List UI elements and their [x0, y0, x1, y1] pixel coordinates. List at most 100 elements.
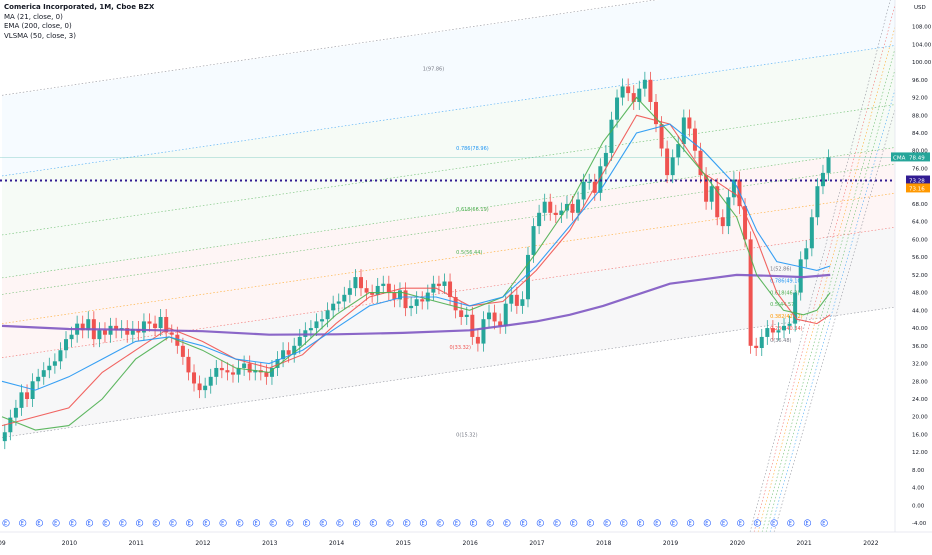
y-tick-label: 84.00 [912, 131, 928, 137]
fib-right-label-5: 0.236(40.34) [770, 326, 803, 332]
candle-body [64, 339, 69, 351]
candle-body [726, 197, 731, 227]
fan-line-4 [765, 0, 915, 533]
dividend-marker-letter: E [21, 521, 24, 527]
dividend-marker [536, 519, 544, 527]
dividend-marker-letter: E [438, 521, 441, 527]
dividend-marker [687, 519, 695, 527]
candle-body [375, 285, 380, 295]
candle-body [130, 328, 135, 335]
dividend-marker-letter: E [87, 521, 90, 527]
candle-body [436, 283, 441, 286]
fan-line-5 [769, 0, 921, 533]
candle-body [609, 119, 614, 153]
dividend-marker-letter: E [588, 521, 591, 527]
dividend-marker-letter: E [37, 521, 40, 527]
dividend-marker-letter: E [305, 521, 308, 527]
fib-channel-line-4 [1, 146, 898, 279]
fib-channel-line-5 [1, 103, 898, 236]
x-tick-label: 2012 [195, 540, 210, 547]
x-tick-label: 2019 [663, 540, 678, 547]
fib-channel-line-3 [1, 163, 898, 295]
dividend-marker [52, 519, 60, 527]
candle-body [498, 321, 503, 326]
candle-body [325, 310, 330, 320]
dividend-marker-letter: E [54, 521, 57, 527]
indicator-line-3 [1, 123, 831, 391]
candle-body [403, 290, 408, 309]
candle-body [208, 376, 213, 386]
y-tick-label: 104.00 [912, 42, 932, 48]
dividend-marker [720, 519, 728, 527]
candle-body [331, 303, 336, 311]
candle-body [815, 186, 820, 218]
y-tick-label: 64.00 [912, 220, 928, 226]
dividend-marker-letter: E [722, 521, 725, 527]
dividend-marker [603, 519, 611, 527]
candle-body [481, 319, 486, 344]
y-tick-label: 80.00 [912, 149, 928, 155]
candle-body [41, 370, 46, 377]
candle-body [492, 312, 497, 322]
candle-body [615, 97, 620, 120]
candle-body [86, 319, 91, 331]
dividend-marker [69, 519, 77, 527]
dividend-marker-letter: E [121, 521, 124, 527]
dividend-marker-letter: E [622, 521, 625, 527]
candle-body [787, 323, 792, 326]
dividend-marker [620, 519, 628, 527]
candle-body [804, 248, 809, 260]
y-tick-label: 40.00 [912, 326, 928, 332]
fan-line-2 [757, 0, 903, 533]
y-tick-label: 36.00 [912, 344, 928, 350]
candle-body [281, 350, 286, 360]
y-tick-label: 68.00 [912, 202, 928, 208]
candle-body [720, 217, 725, 227]
dividend-marker [453, 519, 461, 527]
candle-body [80, 323, 85, 331]
dividend-marker-letter: E [4, 521, 7, 527]
y-tick-label: 24.00 [912, 397, 928, 403]
candle-body [19, 392, 24, 408]
candle-body [242, 363, 247, 368]
dividend-marker-letter: E [271, 521, 274, 527]
candle-body [642, 79, 647, 89]
candle-body [659, 124, 664, 149]
dividend-marker-letter: E [772, 521, 775, 527]
candle-body [219, 367, 224, 371]
candle-body [186, 356, 191, 373]
dividend-marker [152, 519, 160, 527]
dividend-marker [353, 519, 361, 527]
candle-body [464, 314, 469, 317]
candle-body [698, 150, 703, 176]
candle-body [13, 407, 18, 418]
dividend-marker-letter: E [522, 521, 525, 527]
dividend-marker [369, 519, 377, 527]
fib-label-1: 0.786(78.96) [456, 146, 489, 152]
dividend-marker-letter: E [505, 521, 508, 527]
candle-body [308, 328, 313, 331]
dividend-marker-letter: E [672, 521, 675, 527]
cma-tag-label: CMA [893, 155, 906, 161]
dividend-marker [386, 519, 394, 527]
indicator-line-2 [1, 96, 831, 431]
x-tick-label: 2020 [730, 540, 745, 547]
dividend-marker [419, 519, 428, 527]
fib-right-label-4: 0.382(42.52) [770, 314, 803, 320]
x-tick-label: 2010 [62, 540, 77, 547]
legend-title: Comerica Incorporated, 1M, Cboe BZX [4, 3, 155, 11]
candle-body [782, 325, 787, 331]
candle-body [448, 281, 453, 298]
dividend-marker [403, 519, 411, 527]
fan-line-1 [753, 0, 897, 533]
candle-body [620, 86, 625, 98]
fib-band-1 [2, 147, 897, 358]
fib-band-3 [2, 0, 897, 176]
candle-body [470, 314, 475, 337]
candle-body [442, 281, 447, 286]
candle-body [570, 203, 575, 213]
candle-body [809, 217, 814, 249]
dividend-marker [820, 519, 828, 527]
